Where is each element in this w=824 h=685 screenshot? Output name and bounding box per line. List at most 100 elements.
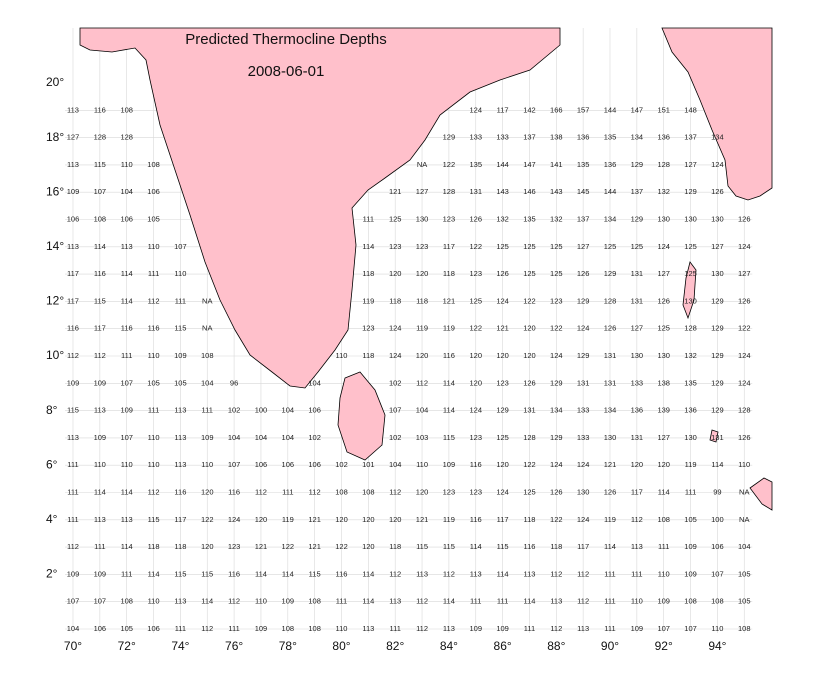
depth-value: 102 (389, 433, 402, 442)
depth-value: 108 (738, 624, 751, 633)
depth-value: 124 (469, 105, 482, 114)
depth-value: 127 (684, 160, 697, 169)
depth-value: 124 (738, 242, 751, 251)
depth-value: 115 (201, 569, 213, 578)
depth-value: 143 (496, 187, 509, 196)
depth-value: 130 (711, 214, 724, 223)
depth-value: 131 (631, 269, 644, 278)
depth-value: 119 (685, 460, 697, 469)
depth-value: 110 (148, 460, 160, 469)
depth-value: 113 (174, 597, 186, 606)
lat-label: 14° (46, 239, 64, 253)
depth-value: 115 (94, 160, 106, 169)
depth-value: 133 (631, 378, 644, 387)
depth-value: 110 (94, 460, 106, 469)
depth-value: 112 (416, 624, 428, 633)
depth-value: 128 (604, 296, 617, 305)
depth-value: 110 (121, 460, 133, 469)
depth-value: 111 (604, 569, 615, 578)
depth-value: 130 (416, 214, 429, 223)
depth-value: 109 (67, 569, 80, 578)
depth-value: 136 (577, 133, 590, 142)
depth-value: 110 (631, 597, 643, 606)
depth-value: 119 (443, 515, 455, 524)
depth-value: 111 (631, 569, 642, 578)
depth-value: 120 (657, 460, 670, 469)
depth-value: 132 (657, 187, 670, 196)
depth-value: 113 (121, 515, 133, 524)
depth-value: 117 (67, 296, 79, 305)
depth-value: 157 (577, 105, 590, 114)
depth-value: 106 (308, 406, 321, 415)
depth-value: 114 (121, 269, 133, 278)
depth-value: NA (202, 324, 212, 333)
depth-value: 115 (416, 542, 428, 551)
depth-value: 122 (335, 542, 348, 551)
depth-value: 129 (631, 160, 644, 169)
depth-value: 111 (604, 597, 615, 606)
depth-value: 125 (389, 214, 402, 223)
depth-value: 104 (120, 187, 133, 196)
depth-value: 131 (469, 187, 482, 196)
depth-value: 119 (282, 515, 294, 524)
depth-value: 125 (657, 324, 670, 333)
lon-label: 84° (440, 639, 458, 653)
depth-value: 120 (389, 515, 402, 524)
depth-value: 111 (524, 624, 535, 633)
depth-value: NA (739, 487, 749, 496)
depth-value: 129 (577, 351, 590, 360)
depth-value: 128 (657, 160, 670, 169)
depth-value: 106 (282, 460, 295, 469)
depth-value: 119 (443, 324, 455, 333)
depth-value: 118 (523, 515, 535, 524)
depth-value: 115 (148, 515, 160, 524)
depth-value: 122 (282, 542, 295, 551)
myanmar (661, 27, 773, 201)
depth-value: 112 (201, 624, 213, 633)
depth-value: 111 (336, 597, 347, 606)
depth-value: 129 (711, 296, 724, 305)
depth-value: 127 (738, 269, 751, 278)
depth-value: 125 (523, 269, 536, 278)
depth-value: 126 (604, 487, 617, 496)
depth-value: 120 (416, 487, 429, 496)
depth-value: 144 (604, 105, 617, 114)
depth-value: 120 (201, 487, 214, 496)
depth-value: 133 (577, 406, 590, 415)
nicobar-island (709, 429, 719, 443)
depth-value: 114 (201, 597, 213, 606)
depth-value: NA (417, 160, 427, 169)
lat-label: 20° (46, 75, 64, 89)
depth-value: 109 (94, 433, 107, 442)
depth-value: 120 (631, 460, 644, 469)
depth-value: 107 (174, 242, 187, 251)
depth-value: 115 (497, 542, 509, 551)
depth-value: 108 (120, 597, 133, 606)
depth-value: 109 (255, 624, 268, 633)
depth-value: 122 (550, 515, 563, 524)
depth-value: 110 (255, 597, 267, 606)
depth-value: 111 (121, 569, 132, 578)
depth-value: 112 (443, 569, 455, 578)
depth-value: 126 (469, 214, 482, 223)
lon-label: 74° (171, 639, 189, 653)
depth-value: 110 (336, 624, 348, 633)
depth-value: 120 (523, 351, 536, 360)
depth-value: 127 (711, 242, 724, 251)
depth-value: 116 (443, 351, 455, 360)
depth-value: 136 (604, 160, 617, 169)
depth-value: 116 (94, 105, 106, 114)
depth-value: 117 (631, 487, 643, 496)
depth-value: 109 (94, 569, 107, 578)
depth-value: 109 (657, 597, 670, 606)
depth-value: 111 (497, 597, 508, 606)
depth-value: 128 (523, 433, 536, 442)
depth-value: 111 (148, 406, 159, 415)
sumatra (749, 477, 773, 511)
depth-value: 116 (470, 515, 482, 524)
depth-value: 139 (657, 406, 670, 415)
depth-value: 111 (94, 542, 105, 551)
depth-value: 126 (604, 324, 617, 333)
depth-value: 123 (469, 433, 482, 442)
depth-value: 109 (120, 406, 133, 415)
